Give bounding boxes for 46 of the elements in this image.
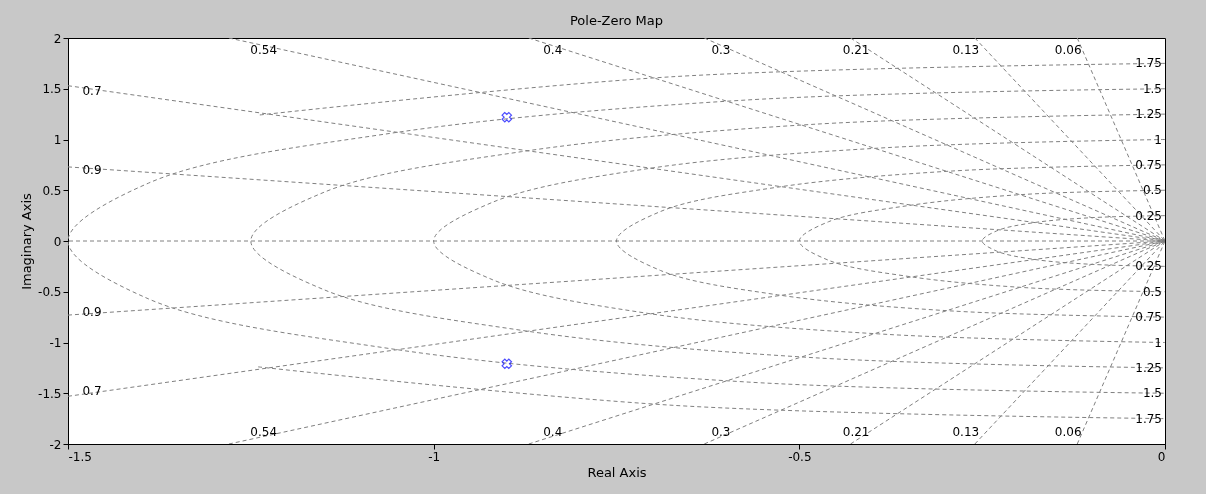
annotation: 0.9: [82, 162, 102, 177]
annotation: 1.5: [1142, 81, 1162, 96]
y-tick-label: -0.5: [38, 285, 62, 300]
annotation: 0.06: [1054, 43, 1082, 58]
annotation: 0.75: [1135, 157, 1162, 172]
annotation: 0.75: [1135, 310, 1162, 325]
y-tick-label: 1: [53, 133, 62, 147]
y-tick-label: -2: [49, 437, 62, 452]
annotation: 1: [1154, 132, 1162, 147]
x-tick-label: 0: [1157, 449, 1166, 464]
annotation: 0.54: [250, 43, 278, 58]
annotation: 1.75: [1135, 411, 1162, 426]
annotation: 0.4: [543, 424, 563, 439]
annotation: 0.25: [1135, 259, 1162, 274]
annotation: 1.75: [1135, 56, 1162, 71]
annotation: 1: [1154, 335, 1162, 350]
x-tick-label: -1.5: [68, 449, 92, 464]
y-tick-label: 0: [53, 234, 62, 249]
annotation: 1.25: [1135, 360, 1162, 375]
y-tick-label: 2: [53, 31, 62, 46]
annotation: 0.9: [82, 305, 102, 320]
annotation: 1.5: [1142, 386, 1162, 401]
annotation: 0.4: [543, 43, 563, 58]
annotation: 0.5: [1142, 284, 1162, 299]
annotation: 0.21: [842, 424, 870, 439]
annotation: 0.06: [1054, 424, 1082, 439]
x-axis-title: Real Axis: [587, 464, 647, 480]
y-axis-title: Imaginary Axis: [19, 192, 35, 290]
annotation: 0.54: [250, 424, 278, 439]
annotation: 0.25: [1135, 208, 1162, 223]
annotation: 0.3: [711, 43, 731, 58]
y-tick-label: -1.5: [38, 386, 62, 401]
annotation: 0.5: [1142, 183, 1162, 198]
y-tick-label: -1: [49, 336, 62, 350]
y-tick-label: 0.5: [42, 183, 62, 198]
annotation: 0.7: [82, 384, 102, 399]
annotation: 0.13: [952, 424, 980, 439]
chart-title: Pole-Zero Map: [569, 13, 664, 28]
annotation: 0.7: [82, 83, 102, 98]
x-tick-label: -1: [428, 449, 441, 464]
x-tick-label: -0.5: [788, 449, 812, 464]
annotation: 0.13: [952, 43, 980, 58]
annotation: 1.25: [1135, 107, 1162, 122]
annotation: 0.3: [711, 424, 731, 439]
annotation: 0.21: [842, 43, 870, 58]
y-tick-label: 1.5: [42, 82, 62, 97]
